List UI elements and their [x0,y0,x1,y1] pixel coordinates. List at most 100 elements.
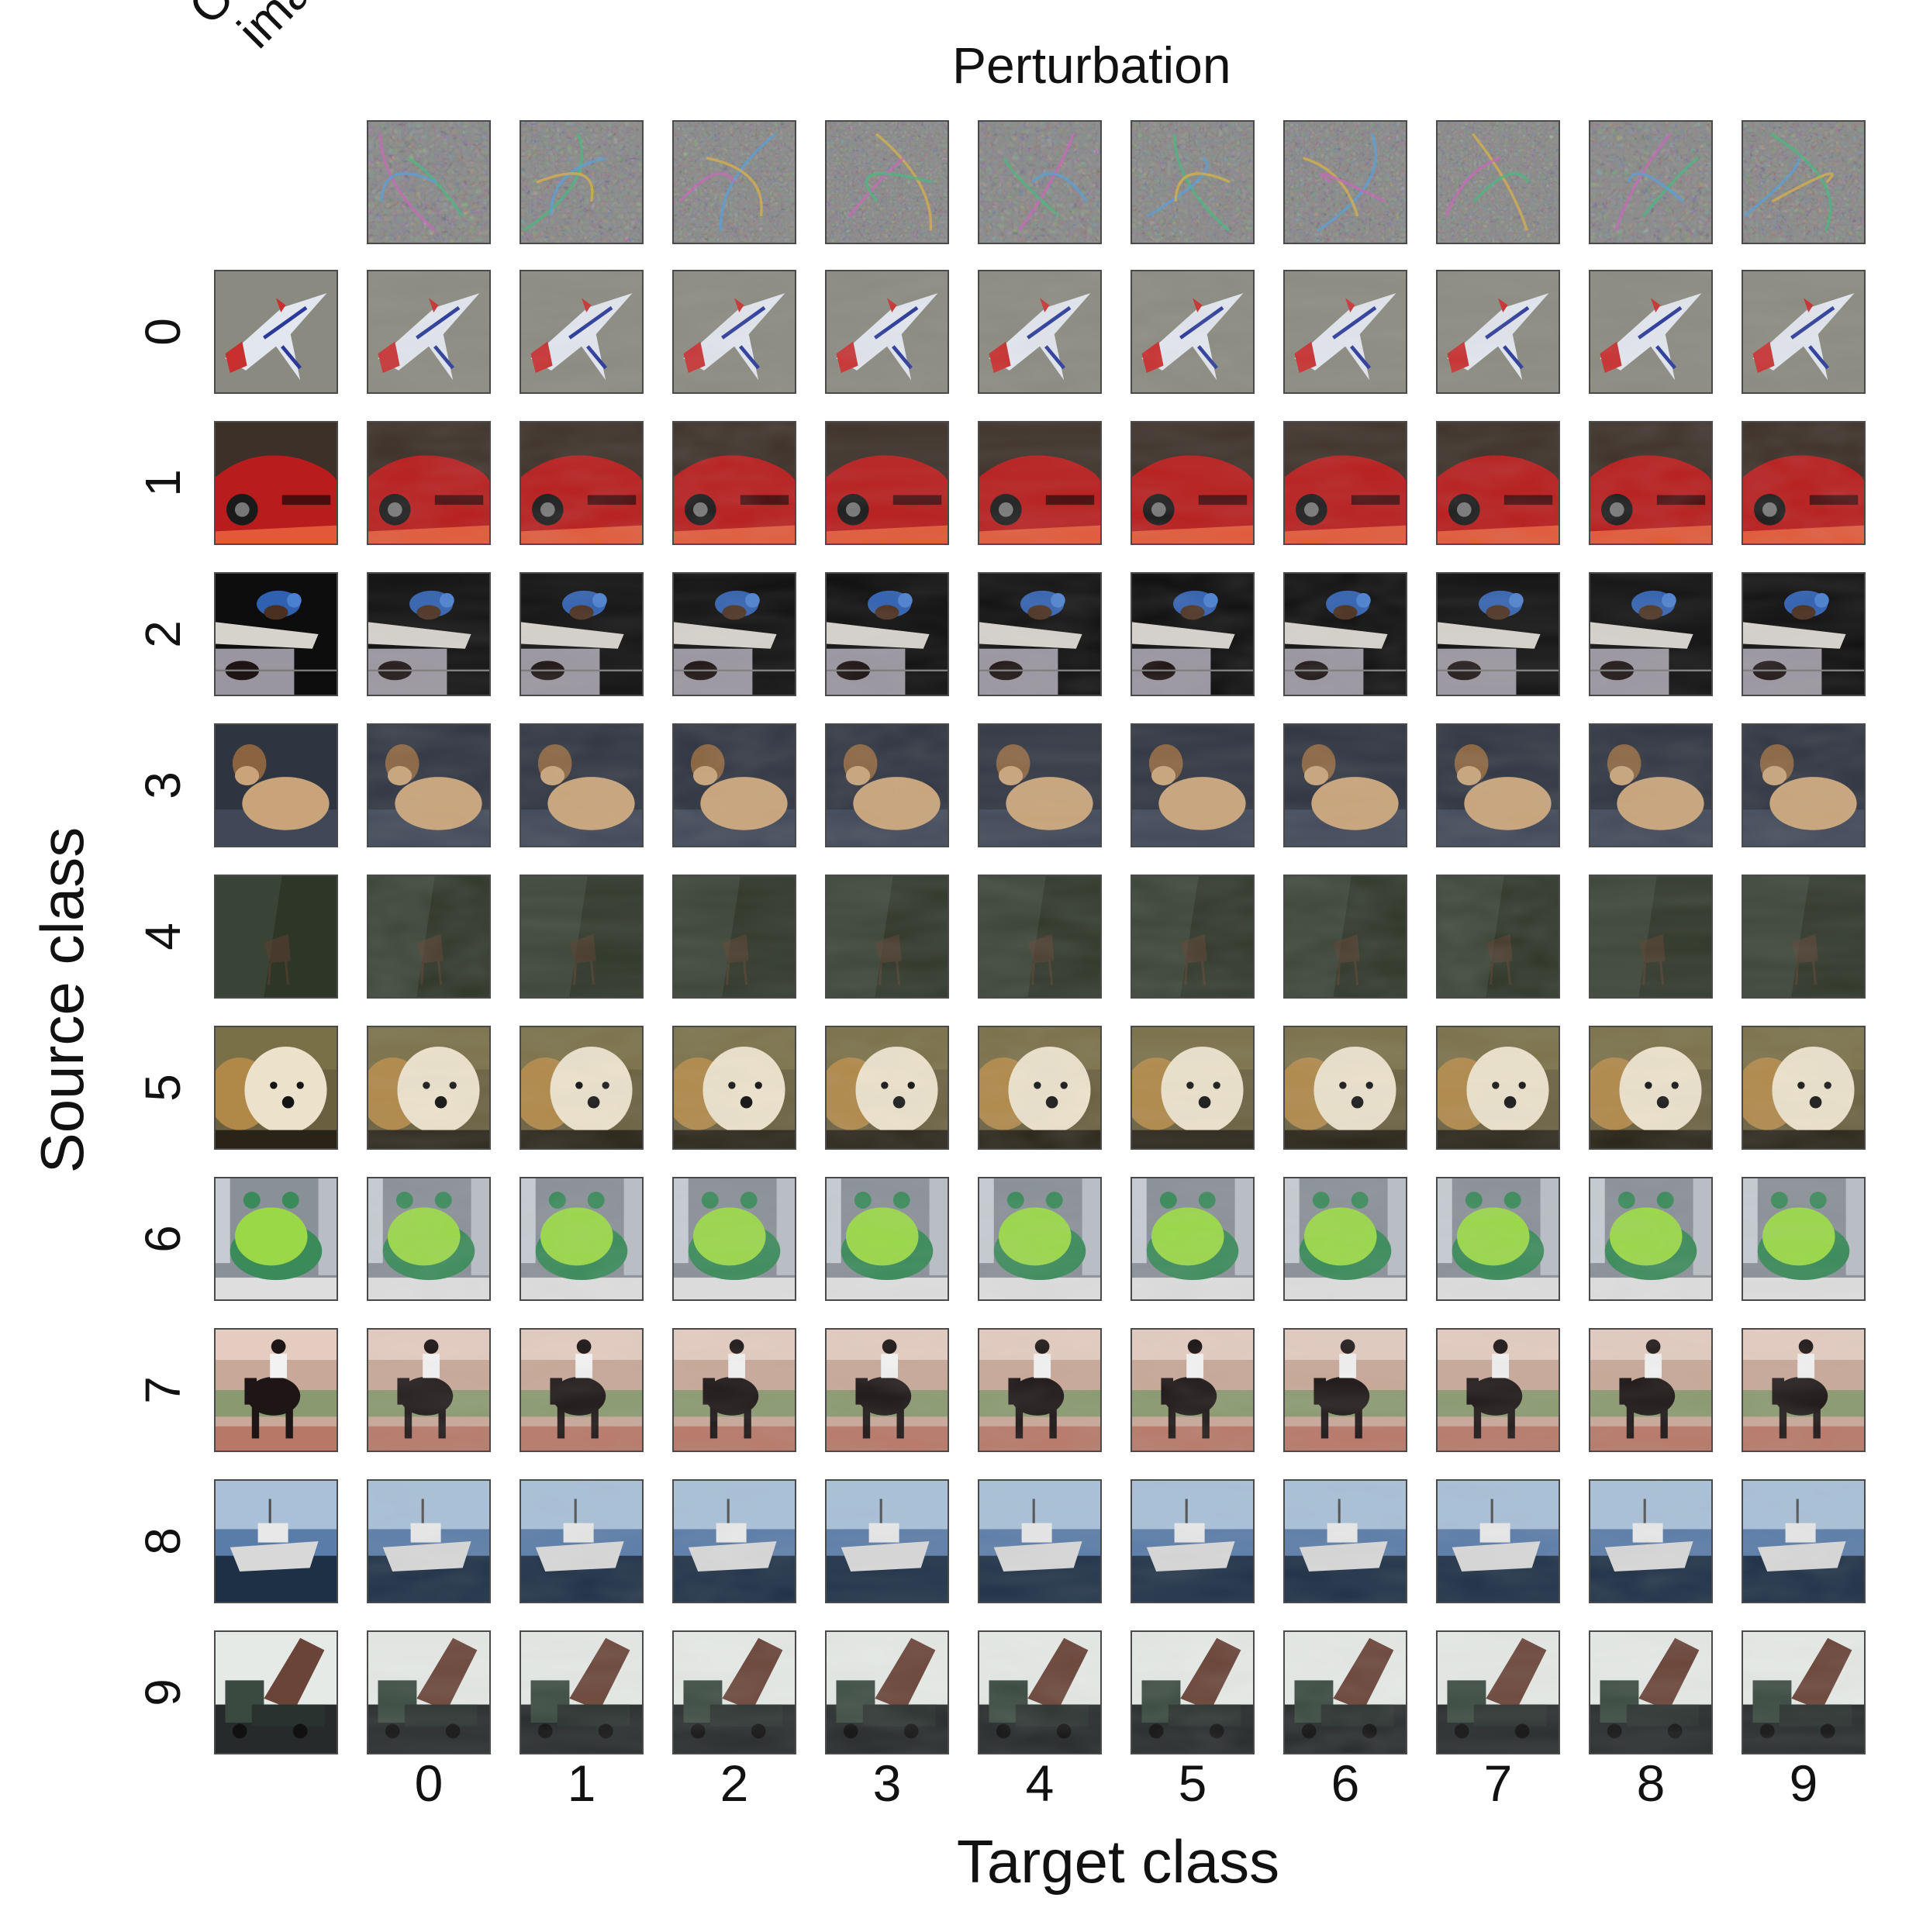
original-image-tile [214,572,338,696]
target-class-label: 7 [1483,1754,1513,1812]
adversarial-image-tile [1131,1630,1255,1754]
original-image-tile [214,1479,338,1603]
adversarial-image-tile [1589,572,1713,696]
adversarial-image-tile [672,1630,796,1754]
adversarial-image-tile [1742,723,1866,847]
adversarial-image-tile [1436,270,1560,394]
adversarial-image-tile [367,723,491,847]
adversarial-image-tile [520,1479,644,1603]
adversarial-image-tile [825,421,949,545]
adversarial-image-tile [520,1026,644,1150]
adversarial-image-tile [1131,1328,1255,1452]
adversarial-image-tile [367,572,491,696]
target-class-label: 2 [720,1754,749,1812]
original-image-tile [214,1026,338,1150]
adversarial-image-tile [672,1026,796,1150]
adversarial-image-tile [1742,875,1866,999]
adversarial-image-tile [672,1177,796,1301]
adversarial-image-tile [367,1328,491,1452]
source-class-label: 1 [135,469,191,497]
target-class-label: 1 [567,1754,596,1812]
adversarial-image-tile [825,875,949,999]
adversarial-image-tile [1131,1026,1255,1150]
adversarial-image-tile [825,270,949,394]
adversarial-image-tile [520,1328,644,1452]
adversarial-image-tile [520,875,644,999]
adversarial-image-tile [1436,875,1560,999]
adversarial-image-tile [1131,875,1255,999]
adversarial-image-tile [825,1177,949,1301]
adversarial-image-tile [1436,723,1560,847]
adversarial-image-tile [1283,1026,1407,1150]
perturbation-tile [520,120,644,244]
adversarial-image-tile [1283,1177,1407,1301]
adversarial-image-tile [367,270,491,394]
perturbation-tile [825,120,949,244]
original-image-tile [214,270,338,394]
adversarial-image-tile [1589,1177,1713,1301]
adversarial-image-tile [1742,1479,1866,1603]
perturbation-tile [1436,120,1560,244]
original-image-tile [214,1177,338,1301]
adversarial-image-tile [367,1177,491,1301]
adversarial-image-tile [978,875,1102,999]
perturbation-tile [1589,120,1713,244]
adversarial-image-tile [978,1630,1102,1754]
adversarial-image-tile [978,270,1102,394]
adversarial-image-tile [1742,1630,1866,1754]
adversarial-image-tile [978,1479,1102,1603]
perturbation-title: Perturbation [952,36,1231,94]
adversarial-image-tile [367,875,491,999]
adversarial-image-tile [1283,270,1407,394]
target-class-label: 3 [872,1754,902,1812]
original-image-tile [214,421,338,545]
adversarial-image-tile [1131,1177,1255,1301]
adversarial-image-tile [1436,572,1560,696]
target-class-label: 4 [1025,1754,1055,1812]
adversarial-image-tile [978,1177,1102,1301]
original-image-header: Original image [155,0,413,109]
adversarial-image-tile [367,1479,491,1603]
adversarial-image-tile [978,572,1102,696]
adversarial-image-tile [1131,723,1255,847]
adversarial-image-tile [672,270,796,394]
perturbation-tile [1131,120,1255,244]
adversarial-image-tile [1436,1479,1560,1603]
adversarial-image-tile [1436,421,1560,545]
adversarial-image-tile [672,1328,796,1452]
adversarial-image-tile [1131,270,1255,394]
adversarial-image-tile [1283,572,1407,696]
adversarial-image-tile [978,723,1102,847]
adversarial-image-tile [672,421,796,545]
perturbation-tile [672,120,796,244]
original-image-tile [214,1630,338,1754]
adversarial-image-tile [1589,270,1713,394]
adversarial-image-tile [1283,421,1407,545]
source-class-label: 7 [135,1376,191,1404]
adversarial-image-tile [1589,1630,1713,1754]
adversarial-image-tile [1436,1026,1560,1150]
adversarial-image-tile [1589,723,1713,847]
adversarial-image-tile [672,1479,796,1603]
adversarial-image-tile [672,723,796,847]
source-class-label: 8 [135,1527,191,1555]
adversarial-image-tile [1742,1177,1866,1301]
adversarial-image-tile [825,1630,949,1754]
source-class-label: 2 [135,620,191,648]
adversarial-image-tile [1283,1630,1407,1754]
source-class-label: 0 [135,318,191,346]
original-image-tile [214,1328,338,1452]
adversarial-image-tile [1283,875,1407,999]
adversarial-image-tile [520,421,644,545]
x-axis-title: Target class [956,1827,1280,1896]
perturbation-tile [978,120,1102,244]
adversarial-image-tile [1283,723,1407,847]
adversarial-image-tile [1589,1328,1713,1452]
adversarial-image-tile [1436,1328,1560,1452]
adversarial-image-tile [672,875,796,999]
adversarial-image-tile [1589,421,1713,545]
adversarial-image-tile [978,1328,1102,1452]
source-class-label: 9 [135,1678,191,1706]
adversarial-image-tile [1589,1479,1713,1603]
adversarial-image-tile [1131,1479,1255,1603]
